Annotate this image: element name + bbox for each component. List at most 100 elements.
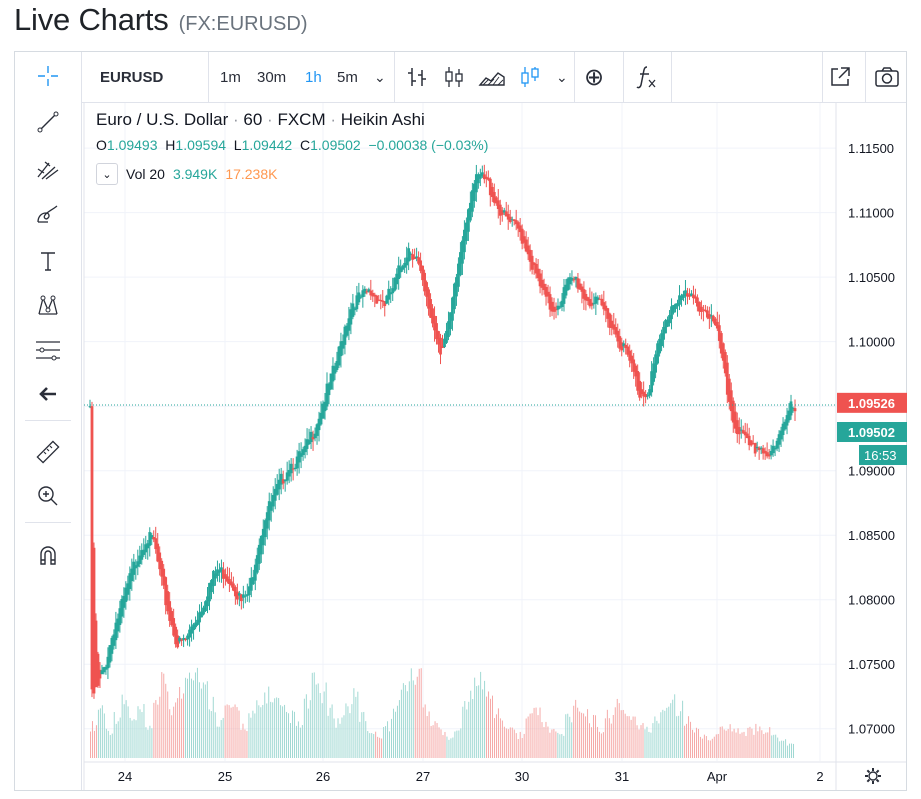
volume-bar: [493, 718, 495, 758]
area-chart-icon[interactable]: [478, 52, 506, 102]
price-axis-label: 1.09000: [848, 464, 895, 479]
candle-body: [600, 298, 604, 306]
candle-body: [138, 555, 142, 565]
candle-body: [743, 431, 747, 436]
toolbar-divider: [394, 52, 395, 102]
volume-bar: [650, 732, 652, 758]
heikin-ashi-icon[interactable]: [519, 52, 541, 102]
crosshair-icon[interactable]: [15, 56, 81, 96]
back-arrow-icon[interactable]: [15, 374, 81, 414]
brush-icon[interactable]: [15, 195, 81, 235]
candle-body: [283, 479, 287, 482]
volume-bar: [472, 699, 474, 758]
candle-body: [263, 520, 267, 538]
candle-body: [654, 354, 657, 373]
candle-body: [381, 300, 385, 302]
candle-body: [721, 343, 725, 361]
volume-bar: [652, 723, 654, 758]
bar-chart-icon[interactable]: [406, 52, 428, 102]
interval-5m[interactable]: 5m: [337, 68, 358, 86]
text-icon[interactable]: [15, 241, 81, 281]
volume-bar: [638, 729, 640, 758]
interval-1m[interactable]: 1m: [220, 68, 241, 86]
candle-body: [333, 366, 337, 374]
candle-body: [120, 599, 124, 617]
candle-body: [399, 267, 403, 273]
candle-body: [696, 297, 699, 307]
candle-body: [680, 295, 683, 301]
trend-line-icon[interactable]: [15, 102, 81, 142]
volume-bar: [658, 723, 660, 758]
chart-style-chevron-icon[interactable]: ⌄: [556, 68, 568, 85]
volume-bar: [737, 728, 739, 758]
candle-body: [656, 343, 659, 364]
compare-icon[interactable]: ⊕: [584, 63, 605, 91]
candle-body: [275, 484, 279, 495]
interval-1h[interactable]: 1h: [305, 68, 322, 86]
candle-body: [498, 204, 502, 216]
volume-bar: [634, 716, 636, 758]
volume-bar: [543, 727, 545, 758]
candle-body: [291, 468, 295, 470]
volume-bar: [341, 717, 343, 758]
candle-body: [271, 494, 275, 507]
candle-body: [783, 421, 787, 430]
candles-icon[interactable]: [443, 52, 465, 102]
volume-bar: [462, 706, 464, 758]
candle-body: [245, 594, 249, 596]
candle-body: [168, 601, 172, 621]
volume-bar: [204, 684, 206, 758]
volume-bar: [624, 713, 626, 758]
candle-body: [247, 586, 251, 596]
candle-body: [202, 607, 205, 615]
gear-icon[interactable]: [865, 768, 881, 784]
toolbar-divider: [822, 52, 823, 102]
candle-body: [779, 430, 783, 440]
candle-body: [295, 456, 299, 469]
candle-body: [349, 309, 353, 325]
fib-icon[interactable]: [15, 330, 81, 370]
volume-bar: [222, 717, 224, 758]
price-axis-label: 1.08000: [848, 593, 895, 608]
magnet-icon[interactable]: [15, 536, 81, 576]
volume-bar: [90, 731, 91, 758]
volume-bar: [606, 709, 608, 758]
candle-body: [122, 596, 126, 608]
volume-bar: [295, 725, 297, 758]
pattern-icon[interactable]: [15, 286, 81, 326]
candle-body: [506, 213, 510, 220]
candle-body: [253, 564, 257, 581]
volume-bar: [537, 715, 539, 758]
volume-bar: [177, 698, 179, 758]
candle-body: [172, 618, 176, 636]
ruler-icon[interactable]: [15, 432, 81, 472]
volume-bar: [365, 721, 367, 758]
symbol-search[interactable]: EURUSD: [100, 68, 164, 86]
candle-body: [701, 309, 705, 311]
volume-bar: [145, 727, 147, 758]
volume-bar: [598, 731, 600, 758]
candle-body: [709, 315, 713, 317]
candle-body: [154, 538, 158, 550]
candle-body: [610, 320, 614, 329]
interval-30m[interactable]: 30m: [257, 68, 287, 86]
volume-bar: [486, 696, 488, 758]
volume-bar: [442, 735, 444, 758]
pitchfork-icon[interactable]: [15, 149, 81, 189]
volume-bar: [303, 698, 305, 758]
indicators-icon[interactable]: [635, 52, 659, 102]
camera-icon[interactable]: [874, 52, 900, 102]
candle-body: [425, 282, 428, 297]
volume-bar: [438, 727, 440, 758]
volume-collapse-chevron-icon[interactable]: ⌄: [96, 163, 118, 185]
zoom-in-icon[interactable]: [15, 476, 81, 516]
volume-bar: [206, 681, 208, 758]
interval-dropdown-chevron-icon[interactable]: ⌄: [374, 68, 386, 85]
candle-body: [222, 569, 225, 579]
popout-icon[interactable]: [828, 52, 852, 102]
candle-body: [383, 301, 387, 307]
volume-bar: [529, 713, 531, 758]
candle-body: [550, 301, 554, 312]
volume-bar: [359, 721, 361, 758]
